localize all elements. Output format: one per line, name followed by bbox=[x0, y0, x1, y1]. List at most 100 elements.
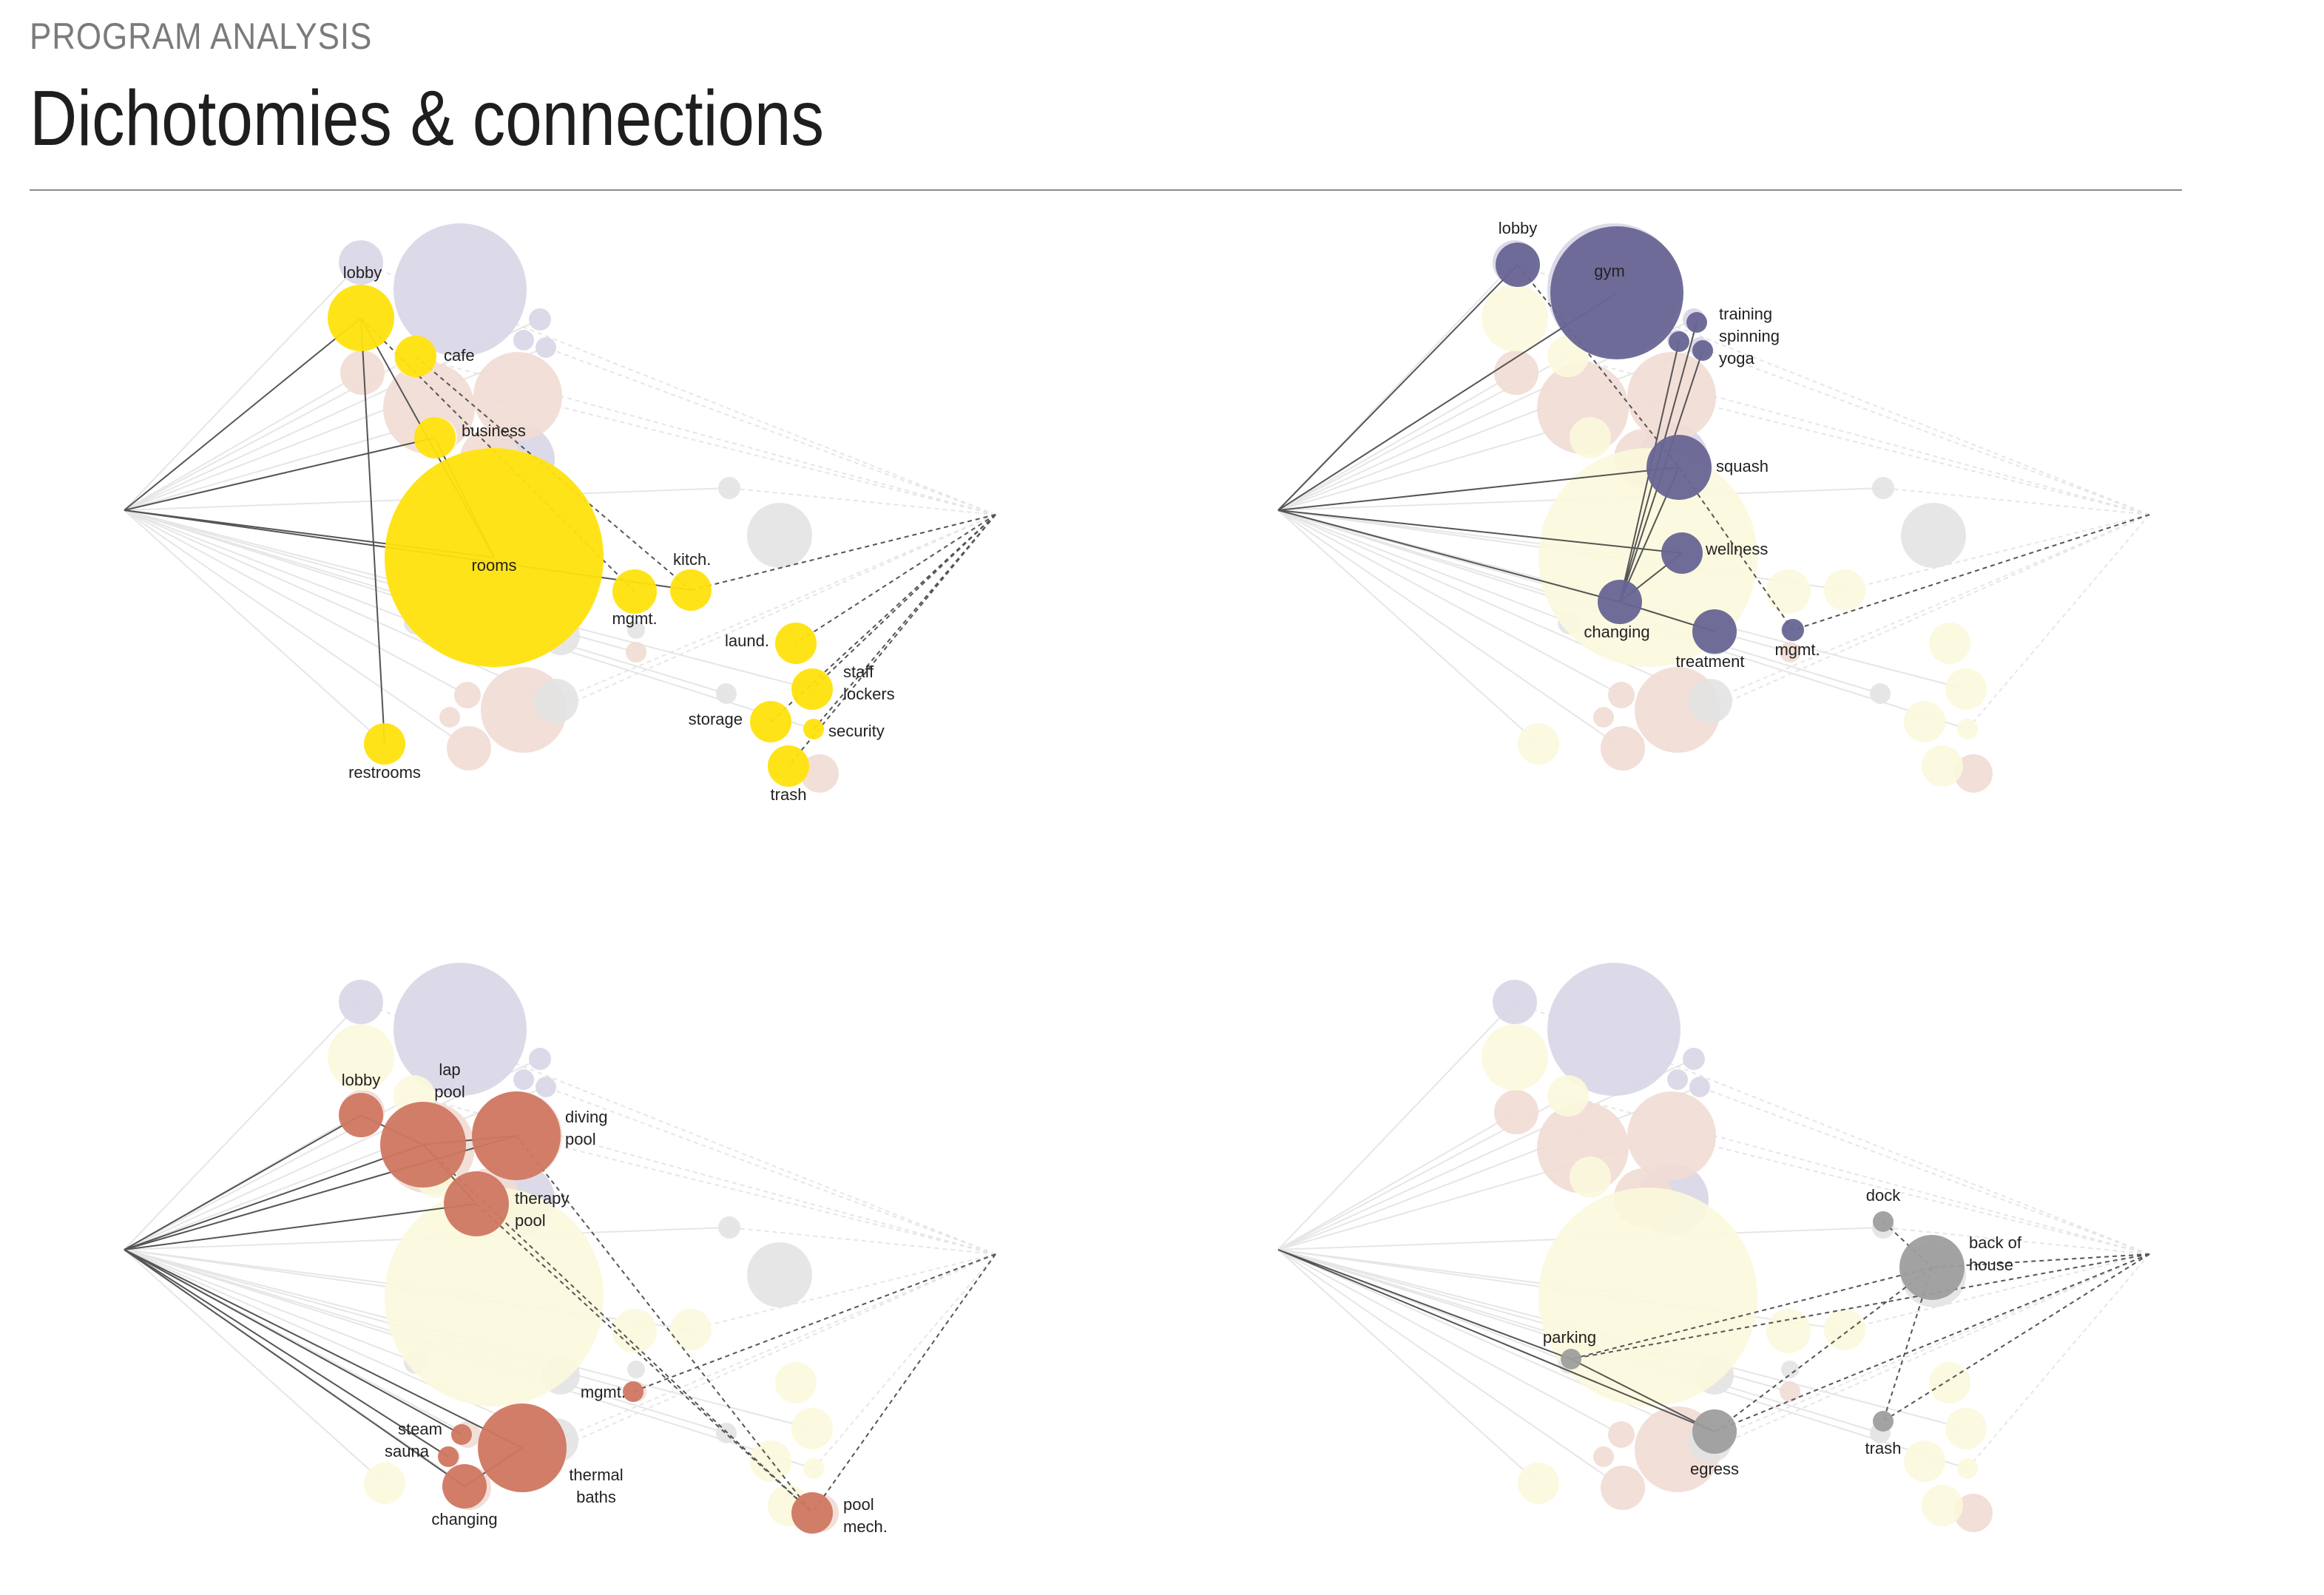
connection-line bbox=[1277, 1249, 1572, 1360]
node-label: rooms bbox=[471, 556, 516, 575]
panel-aquatics: lobby lap pool diving pool therapy pool mgmt. st… bbox=[124, 963, 996, 1536]
background-bubble bbox=[1518, 1463, 1559, 1504]
background-bubble bbox=[627, 621, 645, 639]
background-bubble bbox=[747, 1242, 812, 1307]
node-label: cafe bbox=[444, 346, 475, 365]
background-bubble bbox=[393, 223, 527, 356]
background-bubble bbox=[1929, 623, 1970, 664]
node-label: spinning bbox=[1719, 327, 1780, 345]
program-node bbox=[623, 1381, 644, 1402]
background-bubble bbox=[536, 337, 556, 358]
background-bubble bbox=[1547, 963, 1680, 1096]
program-node bbox=[444, 1171, 509, 1236]
background-bubble bbox=[775, 1362, 817, 1403]
node-label: mgmt. bbox=[612, 609, 657, 628]
node-label: squash bbox=[1716, 457, 1769, 475]
background-bubble bbox=[1766, 1309, 1811, 1353]
background-bubble bbox=[529, 308, 551, 331]
node-label: lap pool bbox=[434, 1060, 465, 1101]
background-bubble bbox=[1766, 569, 1811, 614]
service-link bbox=[516, 1135, 813, 1514]
connection-line bbox=[1570, 1358, 1715, 1432]
background-bubble bbox=[1683, 1048, 1705, 1070]
node-label: diving pool bbox=[565, 1108, 607, 1148]
connection-line bbox=[1277, 467, 1680, 511]
service-link bbox=[813, 514, 996, 730]
node-label: pool mech. bbox=[843, 1495, 888, 1536]
program-node bbox=[1598, 580, 1642, 624]
node-label: security bbox=[828, 722, 885, 740]
node-label: changing bbox=[1584, 623, 1649, 641]
page-title: Dichotomies & connections bbox=[30, 75, 824, 162]
program-node bbox=[472, 1091, 561, 1180]
program-node bbox=[612, 569, 657, 614]
node-label: mgmt. bbox=[581, 1383, 626, 1401]
background-bubble bbox=[1538, 448, 1757, 667]
connection-line bbox=[1277, 264, 1519, 511]
background-bubble bbox=[718, 1216, 740, 1239]
program-node bbox=[768, 745, 809, 787]
section-kicker: PROGRAM ANALYSIS bbox=[30, 16, 373, 57]
background-bubble bbox=[747, 503, 812, 568]
background-bubble bbox=[1689, 1077, 1710, 1097]
program-node bbox=[1646, 435, 1712, 500]
background-bubble bbox=[1601, 726, 1645, 771]
background-bubble bbox=[1570, 1157, 1611, 1198]
node-label: laund. bbox=[725, 631, 769, 650]
background-bubble bbox=[393, 963, 527, 1096]
program-node bbox=[1692, 1409, 1737, 1454]
service-link bbox=[1792, 514, 2150, 631]
connection-line bbox=[124, 437, 436, 511]
node-label: business bbox=[462, 421, 526, 440]
connection-line bbox=[360, 317, 385, 745]
background-bubble bbox=[513, 1069, 534, 1090]
background-bubble bbox=[364, 1463, 405, 1504]
program-node bbox=[750, 701, 791, 742]
service-link bbox=[795, 514, 996, 644]
program-node bbox=[395, 336, 436, 377]
program-node bbox=[1692, 340, 1713, 361]
background-bubble bbox=[1482, 285, 1548, 351]
service-link bbox=[1882, 1253, 2150, 1422]
node-label: mgmt. bbox=[1774, 640, 1820, 659]
program-node bbox=[451, 1424, 472, 1445]
connection-line bbox=[1277, 509, 1621, 603]
node-label: back of house bbox=[1969, 1233, 2022, 1274]
program-node bbox=[414, 417, 456, 458]
background-bubble bbox=[1904, 1440, 1945, 1482]
background-bubble bbox=[454, 682, 481, 708]
background-bubble bbox=[716, 1423, 737, 1443]
background-bubble bbox=[385, 1188, 604, 1406]
program-node bbox=[478, 1403, 567, 1492]
program-node bbox=[364, 723, 405, 765]
background-bubble bbox=[791, 1408, 833, 1449]
background-bubble bbox=[1482, 1024, 1548, 1091]
background-bubble bbox=[1781, 1361, 1799, 1378]
program-node bbox=[442, 1464, 487, 1508]
connection-line bbox=[124, 1249, 523, 1449]
program-node bbox=[803, 719, 824, 739]
background-bubble bbox=[328, 1024, 394, 1091]
background-bubble bbox=[1954, 754, 1993, 793]
program-node bbox=[670, 569, 712, 611]
program-node bbox=[385, 448, 604, 667]
background-bubble bbox=[1601, 1466, 1645, 1510]
background-bubble bbox=[800, 754, 839, 793]
panel-fitness: lobby gym training spinning yoga squash wellne… bbox=[1277, 219, 2150, 793]
background-bubble bbox=[1922, 1485, 1963, 1526]
background-bubble bbox=[1493, 980, 1537, 1024]
node-label: therapy pool bbox=[515, 1189, 569, 1230]
background-bubble bbox=[1627, 352, 1716, 441]
node-label: kitch. bbox=[673, 550, 711, 569]
program-node bbox=[1496, 243, 1540, 287]
program-node bbox=[438, 1446, 459, 1467]
background-bubble bbox=[1608, 1421, 1635, 1448]
background-bubble bbox=[447, 726, 491, 771]
node-label: egress bbox=[1690, 1460, 1739, 1478]
connection-line bbox=[124, 1249, 465, 1487]
program-node bbox=[791, 668, 833, 710]
node-label: parking bbox=[1543, 1328, 1596, 1347]
background-bubble bbox=[626, 642, 646, 663]
node-label: thermal baths bbox=[569, 1466, 623, 1506]
background-bubble bbox=[1945, 668, 1987, 710]
